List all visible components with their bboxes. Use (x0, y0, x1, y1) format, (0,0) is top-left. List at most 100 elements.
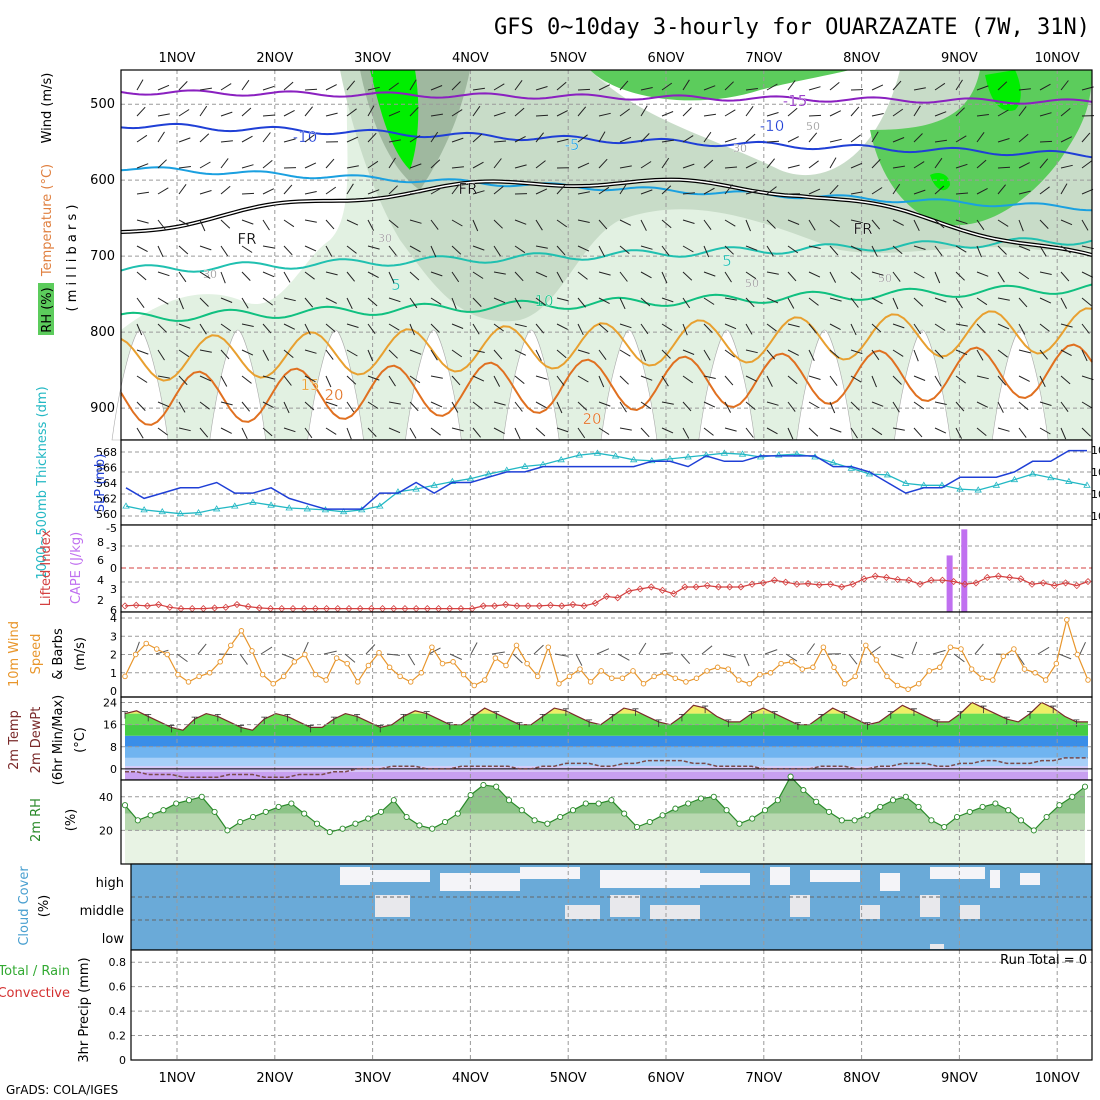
wind-barb (514, 401, 523, 412)
thickness-point (231, 502, 239, 509)
lifted-index-point (468, 605, 476, 613)
wind-barb (598, 186, 610, 195)
slp-bg (121, 440, 1092, 525)
wind10-tick: 0 (110, 685, 117, 698)
cloud-clear-high (810, 870, 860, 882)
wind10-barb (407, 653, 416, 666)
wind-barb (241, 271, 251, 281)
wind10-speed-point (249, 648, 255, 654)
wind-barb (472, 245, 485, 251)
wind10-speed-point (746, 680, 753, 687)
wind-barb (136, 134, 148, 143)
wind-barb (535, 86, 548, 91)
wind-barb (325, 401, 338, 407)
li-tick: -3 (106, 541, 117, 554)
wind-barb (514, 375, 525, 384)
wind-barb (892, 108, 904, 117)
wind-barb (451, 427, 464, 432)
wind-barb (682, 349, 695, 355)
wind-barb (1018, 427, 1027, 438)
ylabel-temperature: Temperature (°C) (40, 164, 55, 277)
contour-label: FR (458, 180, 477, 198)
slp-tick: 1012 (1091, 510, 1100, 523)
wind10-barb (176, 653, 188, 663)
wind-barb (934, 271, 941, 284)
wind10-speed-point (640, 680, 647, 687)
contour-label: -5 (565, 136, 580, 154)
wind10-speed-point (863, 642, 869, 649)
rh2m-tick: 40 (99, 791, 113, 804)
lifted-index-point (905, 576, 913, 584)
wind-barb (304, 323, 311, 335)
temp-minmax-tick (330, 716, 337, 725)
wind-barb (493, 186, 504, 195)
rh2m-point (595, 800, 602, 807)
wind-barb (472, 401, 483, 410)
wind-barb (724, 245, 734, 255)
wind-barb (682, 135, 694, 143)
rh-dry-finger (894, 329, 951, 441)
wind10-speed-point (1074, 651, 1081, 658)
wind10-speed-point (1064, 617, 1070, 623)
lifted-index-point (703, 582, 711, 590)
contour-label: -10 (760, 117, 785, 135)
wind10m-panel: 4 3 2 1 0 10m Wind Speed & Barbs (m/s) (7, 611, 1093, 698)
lifted-index-point (681, 583, 689, 591)
day-label-top: 3NOV (354, 51, 391, 66)
wind-barb (766, 112, 779, 117)
wind-barb (346, 375, 357, 385)
lifted-index-point (1039, 579, 1047, 587)
temp-minmax-tick (122, 711, 128, 719)
wind-barb (640, 133, 650, 143)
rh-shading (930, 173, 950, 191)
pressure-tick-label: 500 (90, 97, 115, 112)
wind-barb (262, 245, 275, 249)
wind-barb (787, 80, 796, 91)
wind-barb (157, 131, 165, 143)
wind-barb (1081, 132, 1091, 143)
lifted-index-point (233, 600, 241, 609)
wind-barb (1018, 88, 1031, 91)
wind-barb (955, 375, 966, 384)
temp-minmax-tick (910, 708, 917, 716)
wind-barb (409, 297, 418, 309)
isotherm-10 (120, 283, 1093, 322)
wind-barb (787, 271, 797, 282)
wind-barb (367, 105, 375, 117)
wind10-speed-point (344, 660, 350, 667)
rh2m-point (416, 822, 423, 829)
wind-barb (262, 85, 275, 91)
wind10-speed-point (376, 649, 382, 656)
wind-barb (346, 80, 356, 91)
wind-barb (157, 375, 170, 379)
wind-barb (241, 79, 250, 91)
thickness-point (376, 502, 384, 509)
rh2m-point (825, 808, 833, 815)
day-label-top: 5NOV (550, 51, 587, 66)
wind-barb (682, 79, 690, 91)
temp-minmax-tick (470, 713, 477, 722)
wind-barb (619, 401, 627, 413)
wind-barb (997, 81, 1008, 91)
wind-barb (325, 427, 337, 435)
wind10-speed-point (513, 642, 520, 649)
bottom-day-labels: 1NOV 2NOV 3NOV 4NOV 5NOV 6NOV 7NOV 8NOV 9NOV 10NO… (159, 1071, 1080, 1086)
wind-barb (850, 323, 857, 336)
wind-barb (220, 111, 233, 117)
wind-barb (850, 162, 863, 169)
wind-barb (367, 245, 380, 250)
wind10-tick: 1 (110, 667, 117, 680)
wind-barb (724, 427, 737, 432)
temp-minmax-tick (725, 719, 732, 727)
wind-barb (283, 81, 294, 91)
wind-barb (598, 131, 606, 143)
thickness-point (430, 481, 438, 488)
rh2m-point (365, 815, 372, 822)
wind-barb (472, 349, 485, 353)
wind-barb (1081, 401, 1093, 409)
wind-barb (535, 160, 546, 169)
thickness-point (339, 508, 348, 515)
cloud-clear-middle (650, 905, 700, 919)
rh2m-point (915, 803, 922, 810)
wind-barb (367, 160, 379, 169)
